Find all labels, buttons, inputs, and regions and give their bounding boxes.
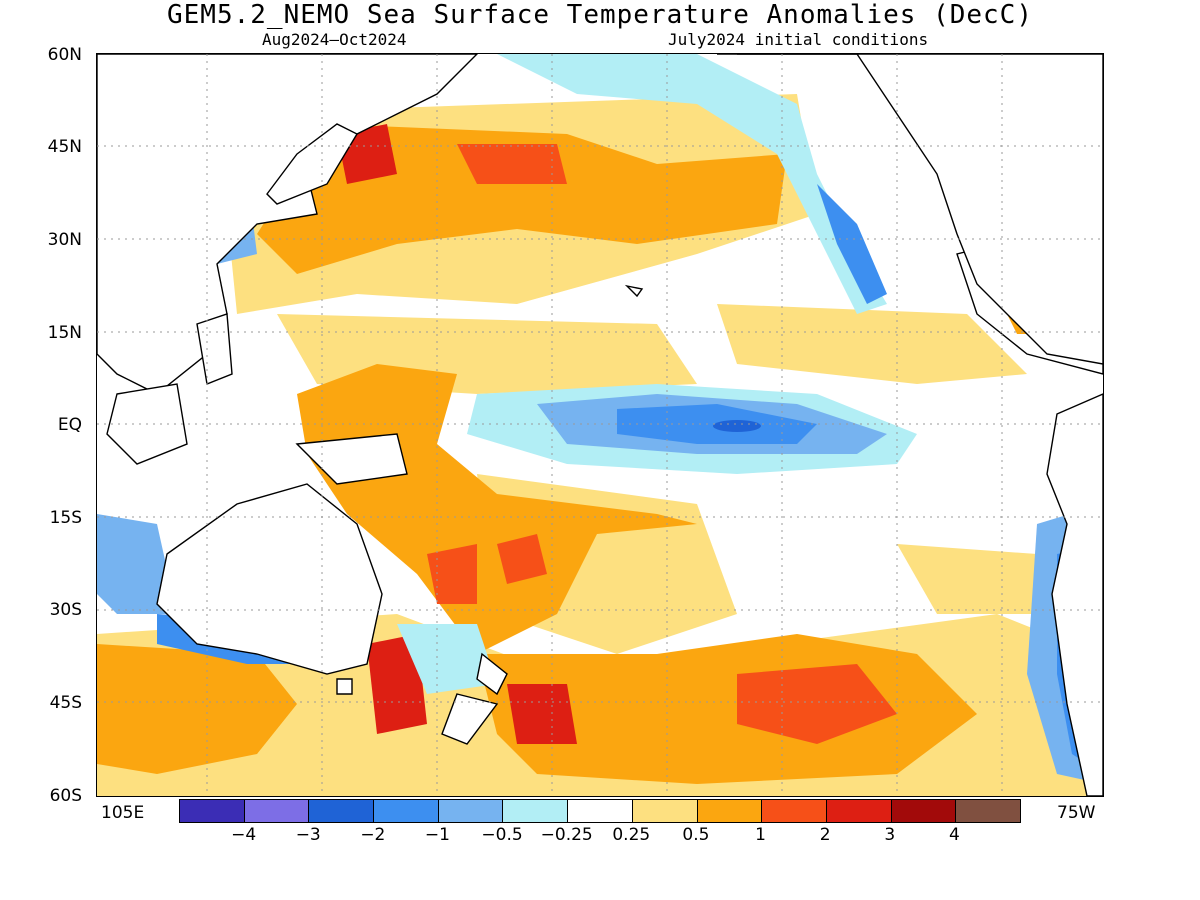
sst-anomaly-map xyxy=(96,53,1104,797)
anomaly-region xyxy=(817,184,887,304)
legend-swatch xyxy=(503,800,569,822)
legend-swatch xyxy=(309,800,375,822)
legend-swatch xyxy=(697,800,763,822)
legend-swatch xyxy=(826,800,892,822)
legend-swatch xyxy=(632,800,698,822)
legend-label: 4 xyxy=(948,825,960,845)
asia-landmass xyxy=(97,54,478,395)
tasmania xyxy=(336,678,353,695)
legend-label: −1 xyxy=(424,825,450,845)
philippines xyxy=(196,313,233,385)
hawaii xyxy=(624,284,644,298)
legend-swatch xyxy=(762,800,827,822)
lat-label-15n: 15N xyxy=(47,323,82,343)
anomaly-region xyxy=(457,144,567,184)
anomaly-region xyxy=(507,684,577,744)
anomaly-region xyxy=(897,544,1057,614)
forecast-period: Aug2024–Oct2024 xyxy=(262,30,407,49)
lat-label-30s: 30S xyxy=(49,600,82,620)
legend-label: −0.5 xyxy=(481,825,523,845)
new-guinea xyxy=(295,433,408,485)
legend-swatch xyxy=(568,800,633,822)
legend-label: −0.25 xyxy=(540,825,593,845)
north-america-west xyxy=(737,54,1103,365)
lat-label-60s: 60S xyxy=(49,786,82,806)
lat-label-15s: 15S xyxy=(49,508,82,528)
new-zealand-north xyxy=(476,652,508,696)
legend-swatch xyxy=(956,800,1020,822)
anomaly-region xyxy=(713,420,761,432)
australia xyxy=(156,483,383,675)
legend-label: 0.25 xyxy=(612,825,651,845)
legend-swatch xyxy=(180,800,245,822)
legend-swatch xyxy=(891,800,957,822)
color-legend-bar xyxy=(179,799,1021,823)
lat-label-60n: 60N xyxy=(47,45,82,65)
lon-label-left: 105E xyxy=(101,803,145,823)
japan xyxy=(266,123,358,205)
lat-label-eq: EQ xyxy=(57,415,82,435)
legend-label: −3 xyxy=(295,825,321,845)
lat-label-30n: 30N xyxy=(47,230,82,250)
legend-label: −2 xyxy=(360,825,386,845)
anomaly-region xyxy=(737,664,897,744)
legend-label: 0.5 xyxy=(682,825,710,845)
anomaly-region xyxy=(497,534,547,584)
lat-label-45n: 45N xyxy=(47,137,82,157)
legend-label: 1 xyxy=(755,825,766,845)
graticule xyxy=(97,54,1103,796)
map-title: GEM5.2_NEMO Sea Surface Temperature Anom… xyxy=(167,0,1033,30)
legend-swatch xyxy=(244,800,310,822)
anomaly-region xyxy=(717,304,1027,384)
map-canvas xyxy=(97,54,1103,796)
legend-swatch xyxy=(374,800,439,822)
lat-label-45s: 45S xyxy=(49,693,82,713)
legend-label: 3 xyxy=(884,825,896,845)
legend-swatch xyxy=(438,800,504,822)
anomaly-region xyxy=(497,54,887,314)
south-america xyxy=(1046,393,1103,796)
legend-label: 2 xyxy=(819,825,831,845)
anomaly-region xyxy=(397,624,497,694)
anomaly-region xyxy=(97,644,297,774)
legend-label: −4 xyxy=(231,825,257,845)
initial-conditions: July2024 initial conditions xyxy=(668,30,929,49)
anomaly-region xyxy=(97,514,177,614)
new-zealand-south xyxy=(441,693,499,745)
anomaly-region xyxy=(427,544,477,604)
lon-label-right: 75W xyxy=(1057,803,1096,823)
